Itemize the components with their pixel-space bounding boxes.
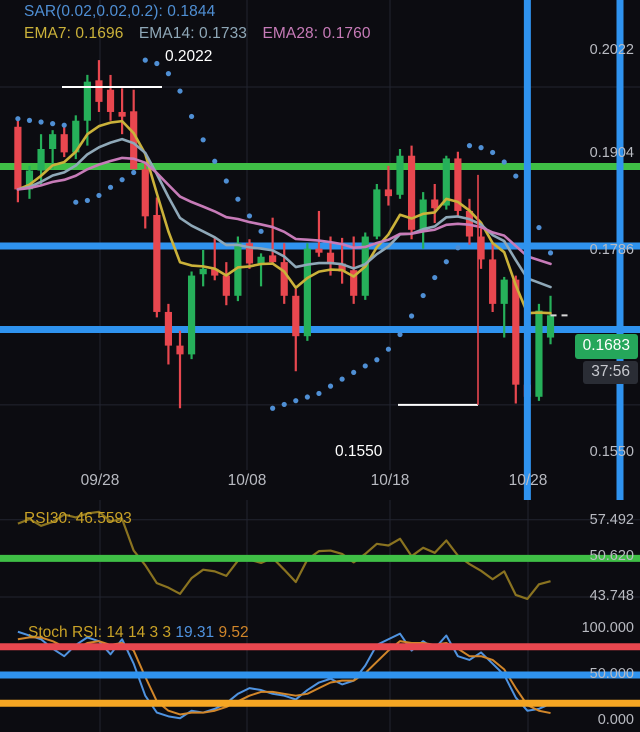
- rsi-axis-label-2: 43.748: [589, 588, 634, 604]
- stoch-rsi-panel[interactable]: Stoch RSI: 14 14 3 3 19.31 9.52 100.000 …: [0, 618, 640, 732]
- countdown-badge: 37:56: [583, 361, 638, 384]
- rsi-chart-canvas[interactable]: [0, 500, 640, 618]
- stoch-axis-label-2: 0.000: [597, 712, 634, 728]
- stoch-legend-d: 9.52: [218, 624, 249, 641]
- stoch-legend-params: 14 14 3 3: [106, 624, 172, 641]
- high-price-annotation: 0.2022: [165, 48, 213, 65]
- ema7-legend: EMA7: 0.1696: [24, 25, 124, 42]
- ema-indicator-legend: EMA7: 0.1696 EMA14: 0.1733 EMA28: 0.1760: [24, 25, 382, 43]
- price-chart-canvas[interactable]: [0, 0, 640, 500]
- ema28-legend: EMA28: 0.1760: [262, 25, 371, 42]
- stoch-legend-name: Stoch RSI:: [28, 624, 103, 641]
- last-price-badge[interactable]: 0.1683: [574, 334, 638, 359]
- x-axis-tick-3: 10/28: [508, 472, 548, 489]
- rsi-axis-label-0: 57.492: [589, 512, 634, 528]
- price-axis-label-1: 0.1904: [589, 145, 634, 161]
- stoch-axis-label-1: 50.000: [589, 666, 634, 682]
- low-price-annotation: 0.1550: [335, 443, 383, 460]
- rsi-panel[interactable]: RSI30: 46.5593 57.492 50.620 43.748: [0, 500, 640, 618]
- x-axis-tick-2: 10/18: [370, 472, 410, 489]
- stoch-axis-label-0: 100.000: [581, 620, 634, 636]
- rsi-legend: RSI30: 46.5593: [24, 510, 132, 527]
- x-axis: 09/28 10/08 10/18 10/28: [0, 472, 640, 498]
- ema14-legend: EMA14: 0.1733: [138, 25, 248, 42]
- price-axis-label-3: 0.1550: [589, 444, 634, 460]
- stoch-legend-k: 19.31: [175, 624, 215, 641]
- price-chart-panel[interactable]: SAR(0.02,0.02,0.2): 0.1844 EMA7: 0.1696 …: [0, 0, 640, 500]
- rsi-axis-label-1: 50.620: [589, 548, 634, 564]
- price-axis-label-0: 0.2022: [589, 42, 634, 58]
- x-axis-tick-1: 10/08: [227, 472, 267, 489]
- stoch-chart-canvas[interactable]: [0, 618, 640, 732]
- sar-indicator-legend: SAR(0.02,0.02,0.2): 0.1844: [24, 3, 216, 20]
- x-axis-tick-0: 09/28: [80, 472, 120, 489]
- stoch-rsi-legend: Stoch RSI: 14 14 3 3 19.31 9.52: [28, 624, 249, 642]
- price-axis-label-2: 0.1786: [589, 242, 634, 258]
